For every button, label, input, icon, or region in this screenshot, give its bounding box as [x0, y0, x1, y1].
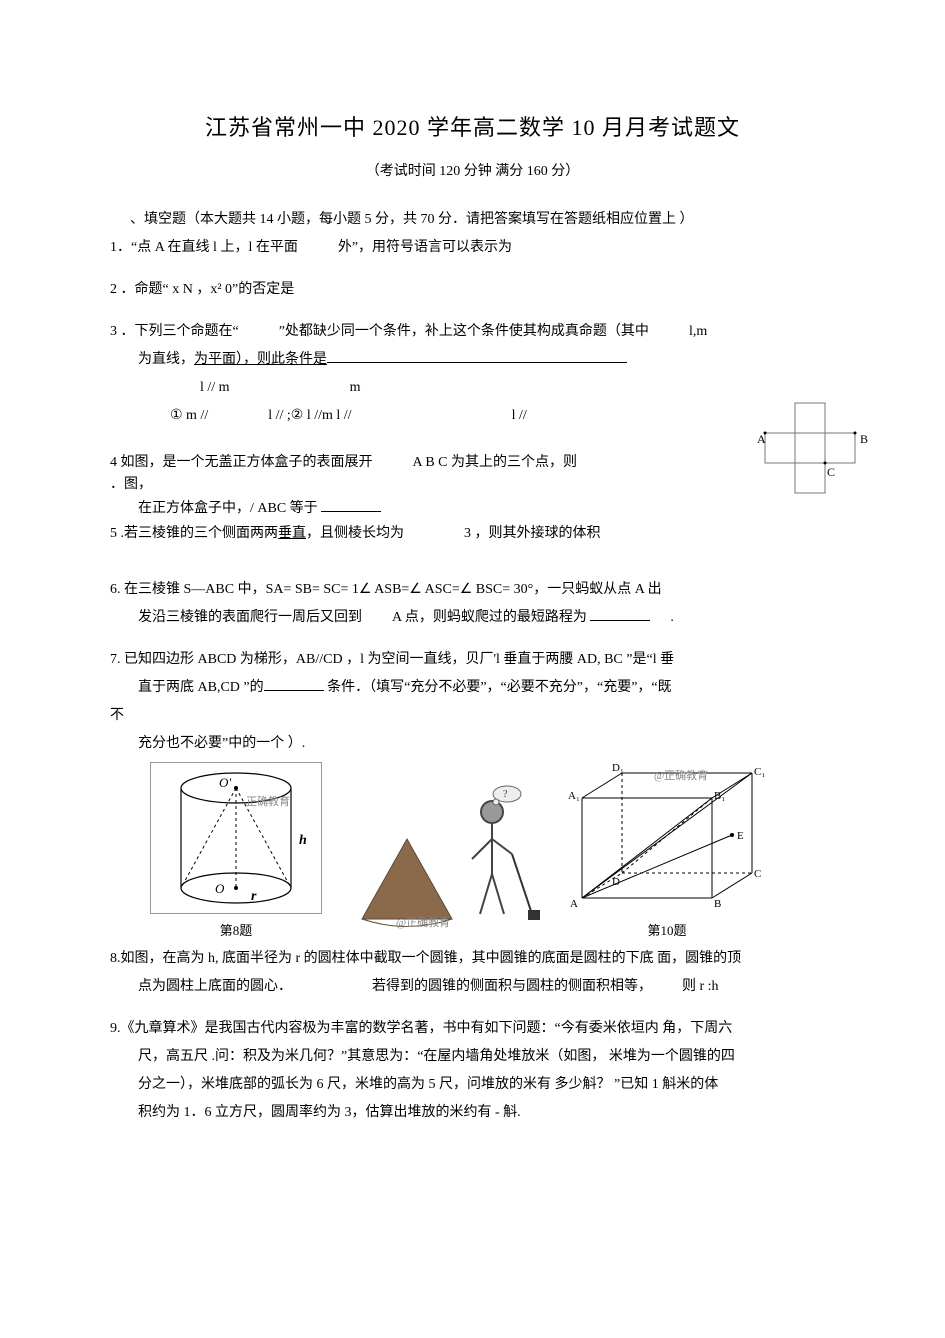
q4: 4 如图，是一个无盖正方体盒子的表面展开A B C 为其上的三个点，则 ．图， …: [110, 452, 835, 520]
q6: 6. 在三棱锥 S—ABC 中，SA= SB= SC= 1∠ ASB=∠ ASC…: [110, 576, 835, 632]
svg-text:B: B: [714, 898, 721, 910]
q1: 1．“点 A 在直线 l 上，l 在平面外”，用符号语言可以表示为: [110, 234, 835, 262]
q8: 8.如图，在高为 h, 底面半径为 r 的圆柱体中截取一个圆锥，其中圆锥的底面是…: [110, 945, 835, 1001]
figure-q9: ? @正确教育: [342, 784, 542, 939]
label-O-prime: O': [219, 775, 231, 791]
figure-q10: D₁ C₁ A₁ B₁ E D C A B @正确教育 第10题: [562, 763, 772, 939]
exam-info: （考试时间 120 分钟 满分 160 分）: [110, 160, 835, 180]
q3: 3 ．下列三个命题在“”处都缺少同一个条件，补上这个条件使其构成真命题（其中l,…: [110, 318, 835, 430]
figure-q10-caption: 第10题: [562, 920, 772, 939]
page-title: 江苏省常州一中 2020 学年高二数学 10 月月考试题文: [110, 110, 835, 142]
svg-text:A₁: A₁: [568, 790, 580, 802]
figure-row: 正确教育 O' O h r 第8题: [150, 762, 835, 939]
figure-q8-caption: 第8题: [150, 920, 322, 939]
q2: 2 ．命题“ x N ，x² 0”的否定是: [110, 276, 835, 304]
svg-text:?: ?: [503, 789, 508, 800]
label-O: O: [215, 881, 224, 897]
q5: 5 .若三棱锥的三个侧面两两垂直，且侧棱长均为3 ，则其外接球的体积: [110, 520, 835, 548]
q4-figure: A B C: [745, 398, 875, 498]
q7: 7. 已知四边形 ABCD 为梯形，AB//CD ，l 为空间一直线，贝厂'l …: [110, 646, 835, 758]
label-r: r: [251, 889, 256, 905]
figure-q8: 正确教育 O' O h r 第8题: [150, 762, 322, 939]
q4-label-C: C: [827, 465, 835, 479]
svg-text:D: D: [612, 876, 620, 888]
svg-text:B₁: B₁: [714, 790, 725, 802]
svg-text:C: C: [754, 868, 761, 880]
svg-text:C₁: C₁: [754, 766, 765, 778]
q9: 9.《九章算术》是我国古代内容极为丰富的数学名著，书中有如下问题：“今有委米依垣…: [110, 1015, 835, 1127]
svg-text:A: A: [570, 898, 578, 910]
svg-text:D₁: D₁: [612, 763, 624, 774]
label-h: h: [299, 833, 307, 849]
section-header: 、填空题（本大题共 14 小题，每小题 5 分，共 70 分．请把答案填写在答题…: [110, 206, 835, 234]
q4-label-B: B: [860, 432, 868, 446]
svg-text:E: E: [737, 830, 744, 842]
